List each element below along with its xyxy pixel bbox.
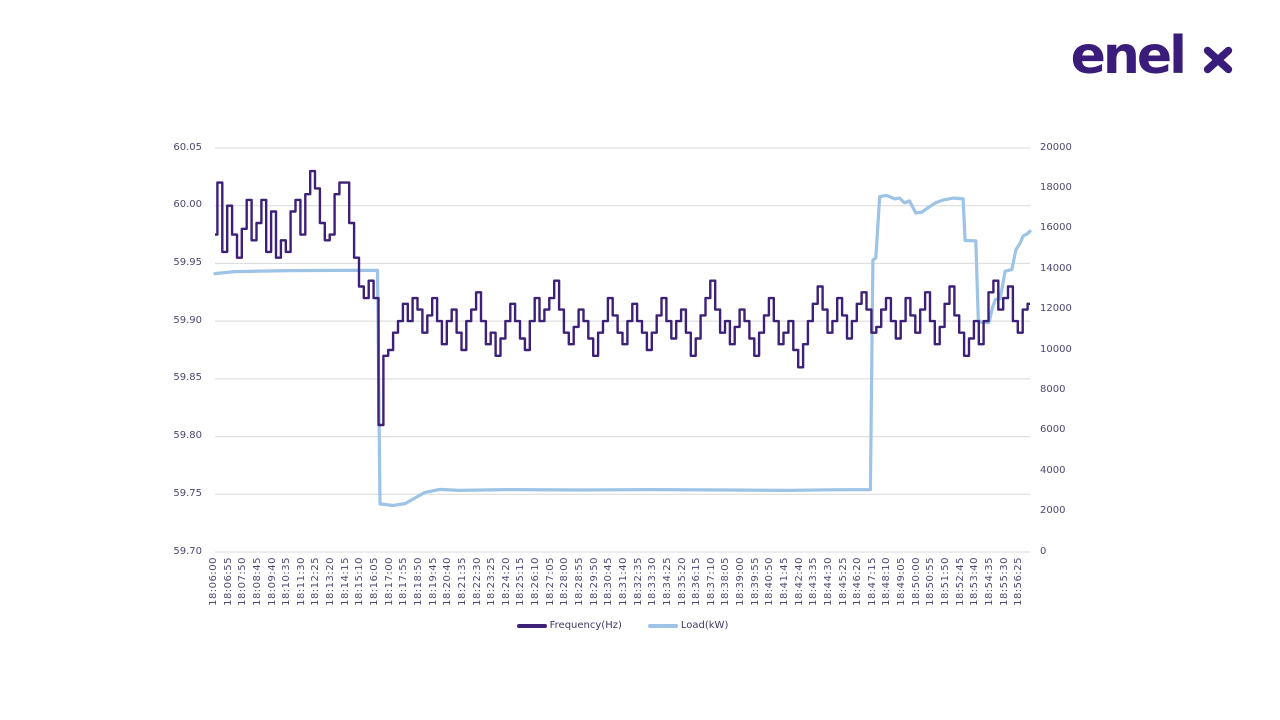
y-axis-label-left: 59.80 [173, 430, 202, 442]
x-axis-label: 18:33:30 [647, 557, 659, 606]
x-axis-label: 18:16:05 [369, 557, 381, 606]
y-axis-label-right: 20000 [1040, 141, 1072, 153]
y-axis-label-left: 59.95 [173, 256, 202, 268]
logo-x-icon [1203, 46, 1233, 74]
y-axis-label-right: 6000 [1040, 424, 1066, 436]
load-line-swatch [647, 623, 678, 628]
x-axis-label: 18:07:50 [237, 557, 249, 606]
frequency-line-swatch [516, 623, 547, 628]
x-axis-label: 18:11:30 [295, 557, 307, 606]
enel-x-logo: enel [1071, 30, 1236, 82]
x-axis-label: 18:15:10 [354, 557, 366, 606]
y-axis-label-left: 59.90 [173, 314, 202, 326]
y-axis-label-right: 16000 [1040, 222, 1072, 234]
y-axis-label-right: 2000 [1040, 505, 1066, 517]
x-axis-label: 18:06:00 [208, 557, 219, 606]
x-axis-label: 18:25:15 [515, 557, 527, 606]
x-axis-label: 18:42:40 [793, 557, 805, 606]
x-axis-label: 18:17:00 [383, 557, 395, 606]
x-axis-label: 18:10:35 [281, 557, 293, 606]
x-axis-label: 18:48:10 [881, 557, 893, 606]
x-axis-label: 18:18:50 [412, 557, 424, 606]
x-axis-label: 18:28:00 [559, 557, 571, 606]
x-axis-label: 18:24:20 [500, 557, 512, 606]
enel-logo-text: enel [1070, 26, 1187, 86]
x-axis-label: 18:50:00 [910, 557, 922, 606]
x-axis-label: 18:30:45 [603, 557, 615, 606]
x-axis-label: 18:49:05 [896, 557, 908, 606]
x-axis-label: 18:28:55 [574, 557, 586, 606]
x-axis-label: 18:56:25 [1013, 557, 1025, 606]
legend-item-load: Load(kW) [647, 620, 729, 631]
x-axis-label: 18:43:35 [808, 557, 820, 606]
x-axis-label: 18:32:35 [632, 557, 644, 606]
x-axis-label: 18:50:55 [925, 557, 937, 606]
x-axis-label: 18:12:25 [310, 557, 322, 606]
x-axis-label: 18:46:20 [852, 557, 864, 606]
x-axis-label: 18:53:40 [969, 557, 981, 606]
y-axis-label-left: 60.00 [173, 199, 202, 211]
y-axis-label-right: 4000 [1040, 464, 1066, 476]
y-axis-label-left: 59.85 [173, 372, 202, 384]
legend-item-frequency: Frequency(Hz) [516, 620, 622, 631]
x-axis-label: 18:23:25 [486, 557, 498, 606]
x-axis-label: 18:09:40 [266, 557, 278, 606]
x-axis-label: 18:21:35 [456, 557, 468, 606]
x-axis-label: 18:36:15 [691, 557, 703, 606]
x-axis-label: 18:34:25 [661, 557, 673, 606]
y-axis-label-right: 10000 [1040, 343, 1072, 355]
x-axis-label: 18:26:10 [530, 557, 542, 606]
x-axis-label: 18:22:30 [471, 557, 483, 606]
x-axis-label: 18:39:55 [749, 557, 761, 606]
x-axis-label: 18:52:45 [954, 557, 966, 606]
x-axis-label: 18:39:00 [735, 557, 747, 606]
x-axis-label: 18:17:55 [398, 557, 410, 606]
legend-label-load: Load(kW) [680, 620, 729, 631]
x-axis-label: 18:06:55 [222, 557, 234, 606]
x-axis-label: 18:38:05 [720, 557, 732, 606]
x-axis-label: 18:19:45 [427, 557, 439, 606]
x-axis-label: 18:29:50 [588, 557, 600, 606]
x-axis-label: 18:44:30 [822, 557, 834, 606]
y-axis-label-left: 60.05 [173, 141, 202, 153]
x-axis-label: 18:40:50 [764, 557, 776, 606]
y-axis-label-left: 59.75 [173, 487, 202, 499]
x-axis-label: 18:35:20 [676, 557, 688, 606]
x-axis-label: 18:14:15 [339, 557, 351, 606]
y-axis-label-left: 59.70 [173, 545, 202, 557]
frequency-line [215, 169, 1030, 427]
y-axis-label-right: 18000 [1040, 181, 1072, 193]
x-axis-label: 18:20:40 [442, 557, 454, 606]
x-axis-label: 18:27:05 [544, 557, 556, 606]
load-line [213, 193, 1032, 508]
x-axis-label: 18:51:50 [940, 557, 952, 606]
x-axis-label: 18:31:40 [617, 557, 629, 606]
chart-legend: Frequency(Hz) Load(kW) [215, 620, 1030, 631]
x-axis-label: 18:13:20 [325, 557, 337, 606]
y-axis-label-right: 8000 [1040, 383, 1066, 395]
legend-label-frequency: Frequency(Hz) [549, 620, 622, 631]
x-axis-label: 18:47:15 [866, 557, 878, 606]
y-axis-label-right: 12000 [1040, 303, 1072, 315]
y-axis-label-right: 14000 [1040, 262, 1072, 274]
x-axis-label: 18:55:30 [998, 557, 1010, 606]
x-axis-label: 18:41:45 [778, 557, 790, 606]
x-axis-label: 18:45:25 [837, 557, 849, 606]
x-axis-label: 18:08:45 [251, 557, 263, 606]
x-axis-label: 18:37:10 [705, 557, 717, 606]
y-axis-label-right: 0 [1040, 545, 1047, 557]
x-axis-label: 18:54:35 [983, 557, 995, 606]
